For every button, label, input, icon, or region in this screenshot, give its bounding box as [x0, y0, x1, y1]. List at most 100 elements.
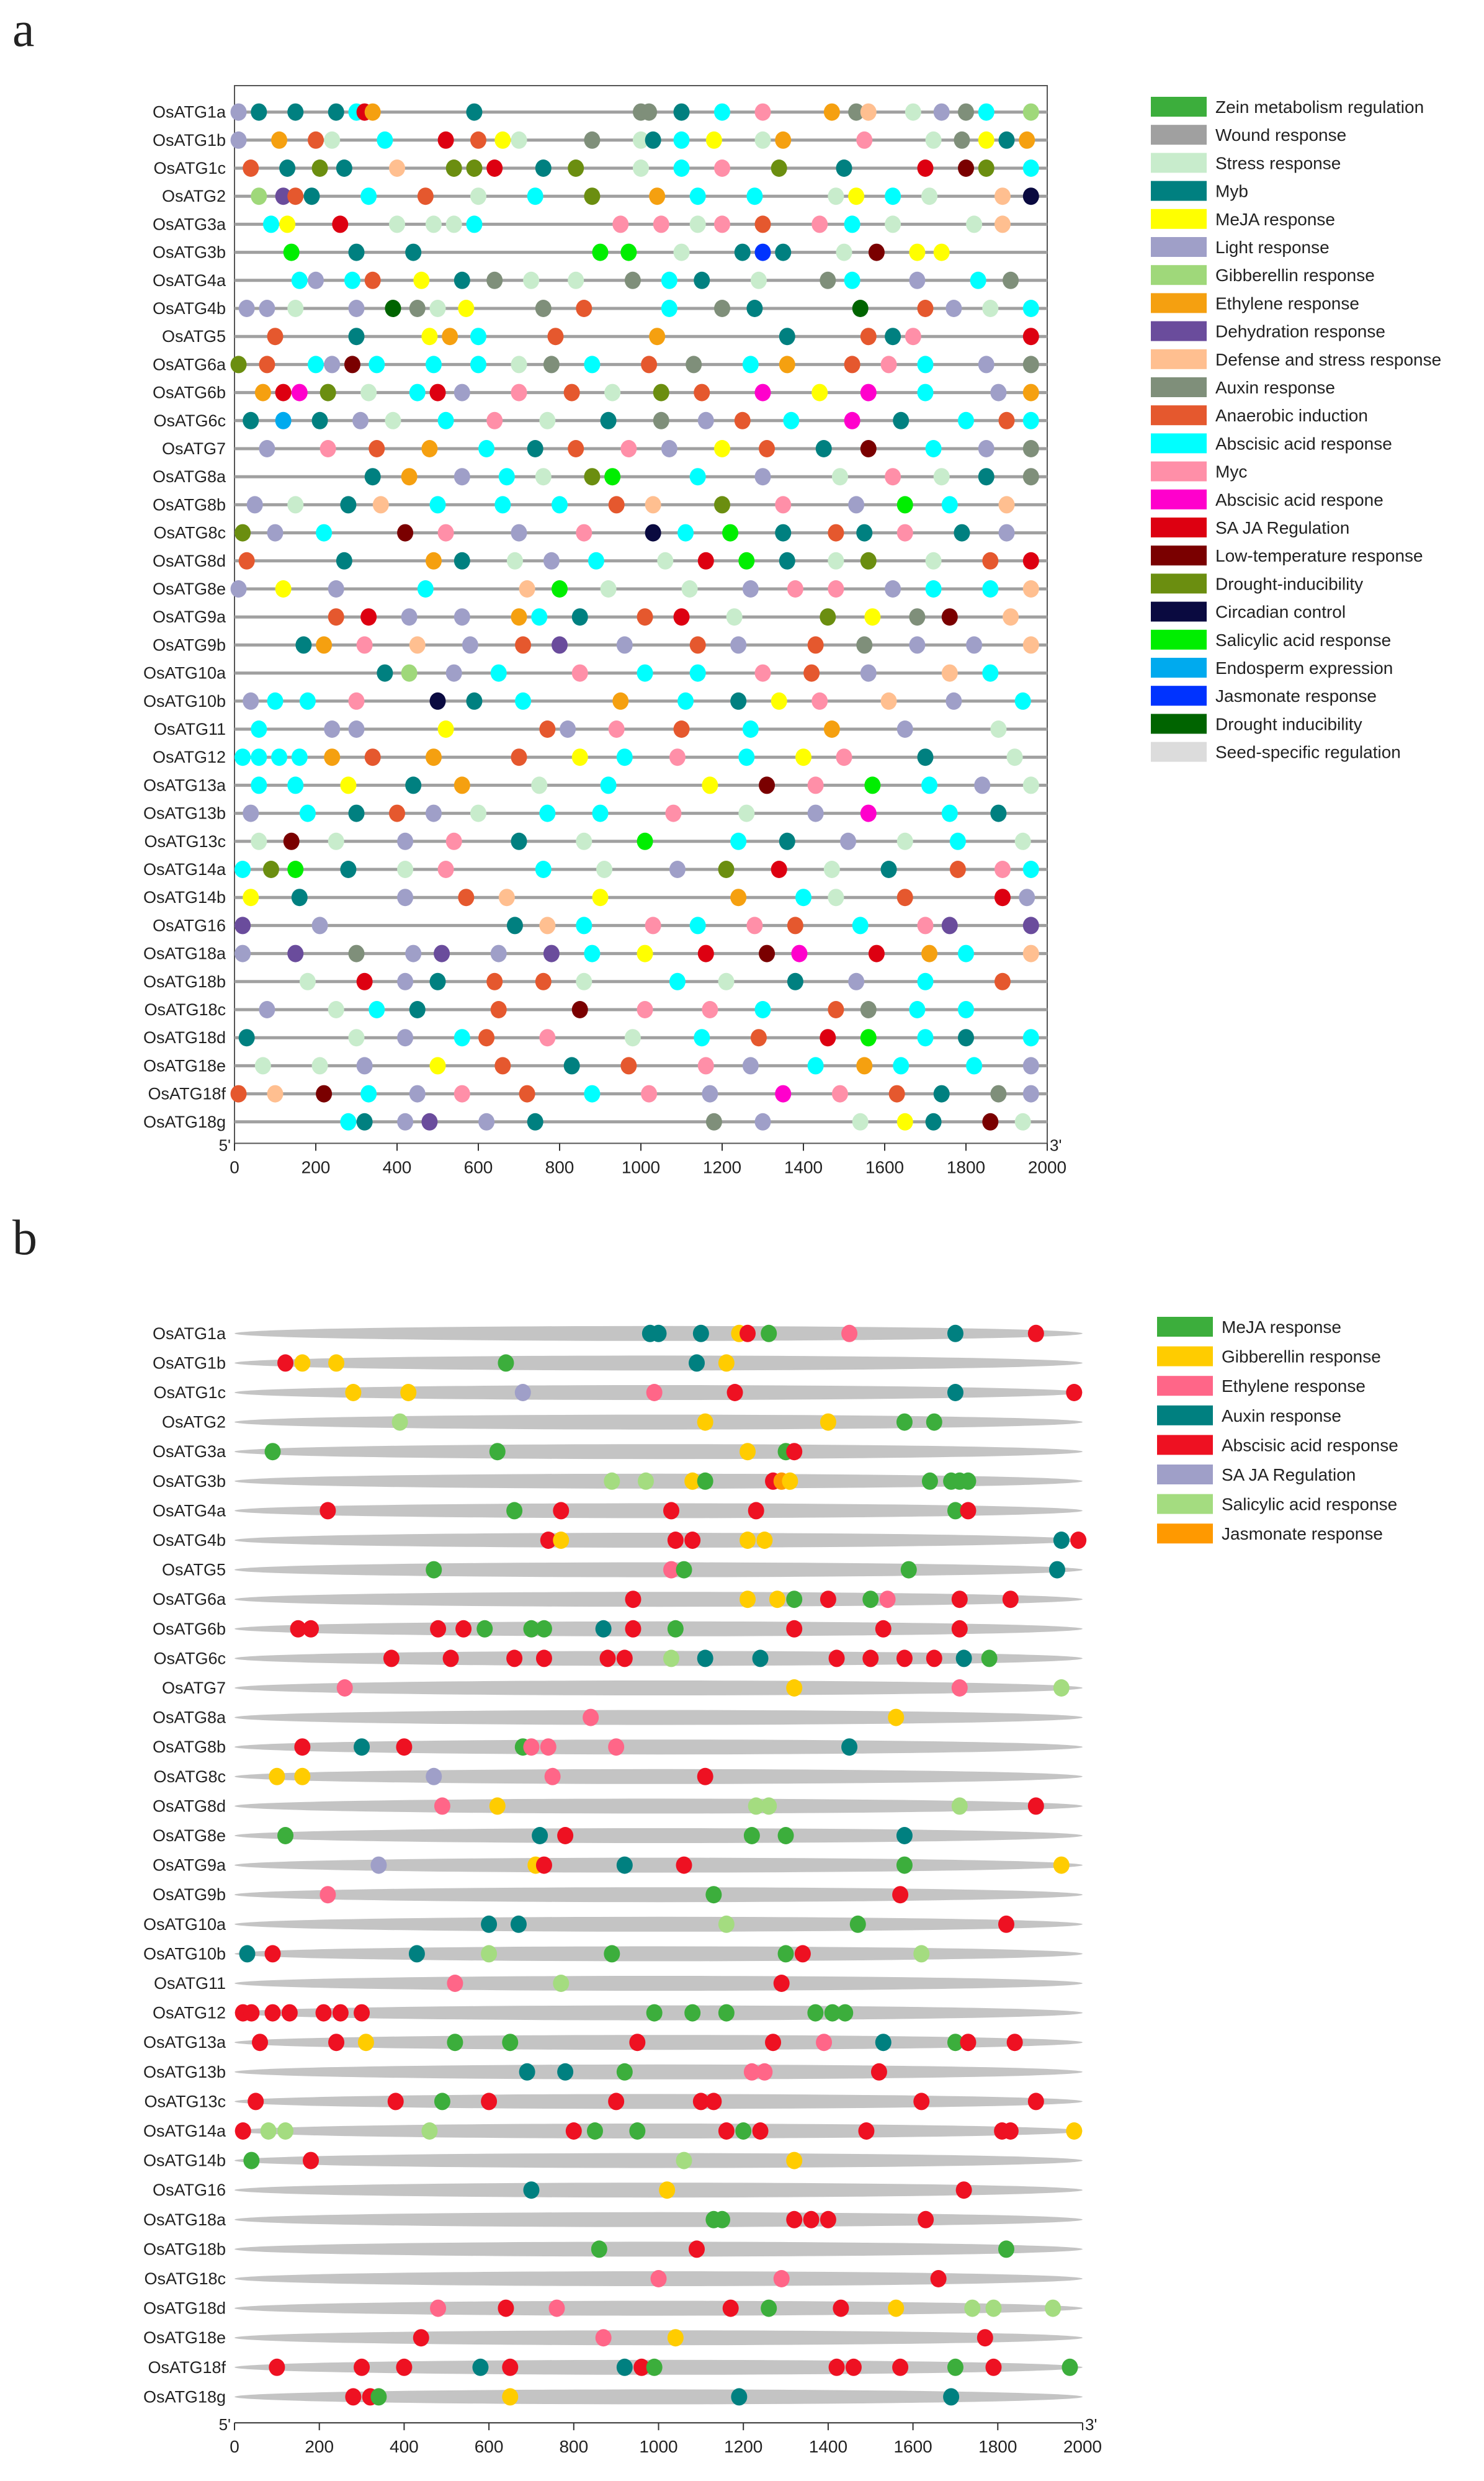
cis-element-dot — [445, 159, 462, 177]
cis-element-dot — [494, 496, 511, 514]
cis-element-dot — [860, 664, 877, 682]
legend-swatch — [1157, 1405, 1213, 1425]
cis-element-dot — [360, 608, 377, 626]
cis-element-dot — [294, 1767, 311, 1785]
cis-element-dot — [470, 804, 486, 822]
cis-element-dot — [397, 972, 414, 990]
cis-element-dot — [389, 804, 405, 822]
cis-element-dot — [888, 1085, 905, 1103]
cis-element-dot — [743, 1827, 760, 1844]
cis-element-dot — [909, 1001, 926, 1018]
cis-element-dot — [689, 215, 706, 233]
cis-element-dot — [811, 692, 828, 710]
cis-element-dot — [397, 1029, 414, 1047]
gene-label: OsATG14b — [143, 2151, 226, 2170]
cis-element-dot — [568, 159, 584, 177]
cis-element-dot — [650, 2270, 667, 2287]
cis-element-dot — [514, 1384, 531, 1401]
cis-element-dot — [978, 159, 995, 177]
cis-element-dot — [694, 1029, 710, 1047]
cis-element-dot — [481, 2093, 498, 2111]
cis-element-dot — [1022, 187, 1039, 205]
cis-element-dot — [442, 328, 458, 346]
gene-label: OsATG1b — [153, 1353, 226, 1372]
cis-element-dot — [998, 411, 1015, 429]
cis-element-dot — [413, 271, 430, 289]
cis-element-dot — [408, 1945, 425, 1963]
cis-element-dot — [1027, 1797, 1044, 1815]
gene-label: OsATG18f — [148, 1085, 226, 1103]
cis-element-dot — [421, 2122, 438, 2140]
x-tick-label: 1600 — [865, 1157, 904, 1177]
cis-element-dot — [917, 384, 934, 402]
cis-element-dot — [868, 944, 885, 962]
cis-element-dot — [486, 271, 503, 289]
cis-element-dot — [445, 832, 462, 850]
cis-element-dot — [348, 1029, 365, 1047]
cis-element-dot — [787, 580, 803, 598]
cis-element-dot — [1022, 1057, 1039, 1075]
cis-element-dot — [511, 131, 527, 149]
cis-element-dot — [714, 215, 730, 233]
cis-element-dot — [287, 187, 304, 205]
cis-element-dot — [730, 636, 747, 654]
gene-track — [235, 1444, 1083, 1460]
legend-swatch — [1151, 97, 1207, 117]
cis-element-dot — [568, 440, 584, 457]
cis-element-dot — [287, 944, 304, 962]
cis-element-dot — [970, 271, 986, 289]
cis-element-dot — [571, 748, 588, 766]
cis-element-dot — [633, 2358, 650, 2376]
cis-element-dot — [1053, 1856, 1070, 1874]
cis-element-dot — [669, 972, 686, 990]
cis-element-dot — [332, 215, 349, 233]
cis-element-dot — [303, 2151, 320, 2169]
cis-element-dot — [426, 1561, 442, 1579]
cis-element-dot — [454, 608, 470, 626]
cis-element-dot — [978, 468, 995, 486]
cis-element-dot — [1045, 2299, 1062, 2317]
cis-element-dot — [985, 2358, 1002, 2376]
cis-element-dot — [941, 917, 958, 935]
gene-track — [235, 1621, 1083, 1636]
cis-element-dot — [576, 917, 592, 935]
cis-element-dot — [328, 1354, 345, 1372]
cis-element-dot — [515, 692, 532, 710]
cis-element-dot — [896, 1649, 913, 1667]
gene-label: OsATG6c — [153, 411, 226, 430]
gene-track — [235, 2330, 1083, 2346]
x-tick-label: 1800 — [978, 2437, 1017, 2456]
legend-swatch — [1151, 209, 1207, 229]
cis-element-dot — [230, 356, 247, 374]
cis-element-dot — [714, 440, 730, 457]
cis-element-dot — [1022, 776, 1039, 794]
cis-element-dot — [629, 2122, 646, 2140]
cis-element-dot — [397, 832, 414, 850]
cis-element-dot — [949, 861, 966, 878]
cis-element-dot — [348, 804, 365, 822]
cis-element-dot — [269, 2358, 285, 2376]
cis-element-dot — [426, 1767, 442, 1785]
cis-element-dot — [661, 440, 677, 457]
cis-element-dot — [771, 692, 787, 710]
gene-label: OsATG18d — [143, 2299, 226, 2318]
gene-label: OsATG18f — [148, 2358, 226, 2377]
cis-element-dot — [1022, 861, 1039, 878]
cis-element-dot — [458, 889, 475, 907]
cis-element-dot — [982, 1113, 999, 1131]
gene-label: OsATG7 — [162, 1679, 226, 1697]
cis-element-dot — [264, 2004, 281, 2022]
cis-element-dot — [259, 356, 275, 374]
gene-label: OsATG5 — [162, 1561, 226, 1579]
cis-element-dot — [697, 1472, 713, 1490]
cis-element-dot — [267, 1085, 284, 1103]
cis-element-dot — [926, 1413, 942, 1431]
cis-element-dot — [494, 1057, 511, 1075]
cis-element-dot — [369, 440, 385, 457]
legend-label: Salicylic acid response — [1222, 1495, 1397, 1514]
legend-label: Zein metabolism regulation — [1215, 97, 1424, 117]
cis-element-dot — [320, 384, 336, 402]
cis-element-dot — [783, 411, 800, 429]
cis-element-dot — [238, 552, 255, 570]
cis-element-dot — [841, 1324, 858, 1342]
